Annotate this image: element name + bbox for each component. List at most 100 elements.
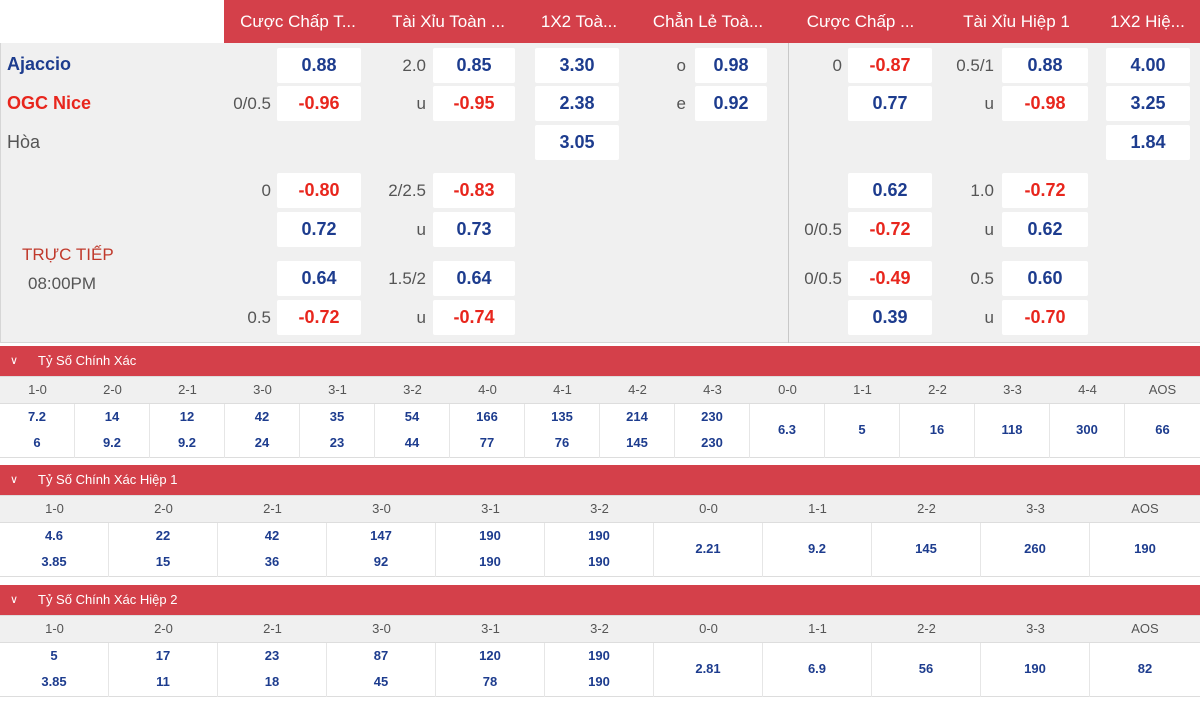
score-odds-away[interactable]: 190 <box>479 554 501 569</box>
score-cell[interactable]: 5 3.85 <box>0 643 109 697</box>
score-odds[interactable]: 145 <box>915 541 937 556</box>
section-header-correct-score[interactable]: ∨ Tỷ Số Chính Xác <box>0 346 1200 376</box>
odds-cell[interactable]: -0.80 <box>277 173 361 208</box>
score-odds[interactable]: 2.21 <box>695 541 721 556</box>
odds-cell[interactable]: -0.87 <box>848 48 932 83</box>
chevron-down-icon[interactable]: ∨ <box>10 594 19 606</box>
score-cell[interactable]: 87 45 <box>327 643 436 697</box>
chevron-down-icon[interactable]: ∨ <box>10 355 19 367</box>
odds-cell[interactable]: 1.84 <box>1106 125 1190 160</box>
score-cell[interactable]: 260 <box>981 523 1090 577</box>
odds-cell[interactable]: -0.74 <box>433 300 515 335</box>
score-cell[interactable]: 17 11 <box>109 643 218 697</box>
odds-cell[interactable]: 0.77 <box>848 86 932 121</box>
score-cell[interactable]: 16 <box>900 404 975 458</box>
score-odds-away[interactable]: 18 <box>264 674 280 689</box>
odds-cell[interactable]: 0.92 <box>695 86 767 121</box>
score-odds-home[interactable]: 54 <box>404 409 420 424</box>
score-odds[interactable]: 66 <box>1155 422 1170 437</box>
odds-cell[interactable]: 0.98 <box>695 48 767 83</box>
score-odds-away[interactable]: 11 <box>156 674 170 689</box>
score-cell[interactable]: 56 <box>872 643 981 697</box>
score-cell[interactable]: 42 36 <box>218 523 327 577</box>
score-odds-home[interactable]: 14 <box>104 409 120 424</box>
home-team-name[interactable]: Ajaccio <box>7 54 72 74</box>
score-odds[interactable]: 6.3 <box>777 422 797 437</box>
score-cell[interactable]: 300 <box>1050 404 1125 458</box>
chevron-down-icon[interactable]: ∨ <box>10 474 19 486</box>
score-cell[interactable]: 2.81 <box>654 643 763 697</box>
odds-cell[interactable]: -0.72 <box>848 212 932 247</box>
score-cell[interactable]: 190 190 <box>436 523 545 577</box>
score-odds[interactable]: 190 <box>1134 541 1156 556</box>
col-header-overunder-full[interactable]: Tài Xỉu Toàn ... <box>391 12 506 31</box>
score-cell[interactable]: 54 44 <box>375 404 450 458</box>
score-odds-home[interactable]: 4.6 <box>44 528 64 543</box>
score-odds-home[interactable]: 7.2 <box>27 409 47 424</box>
odds-cell[interactable]: 3.05 <box>535 125 619 160</box>
score-cell[interactable]: 135 76 <box>525 404 600 458</box>
odds-cell[interactable]: 0.72 <box>277 212 361 247</box>
odds-cell[interactable]: -0.72 <box>1002 173 1088 208</box>
odds-cell[interactable]: -0.72 <box>277 300 361 335</box>
odds-cell[interactable]: 0.64 <box>277 261 361 296</box>
score-cell[interactable]: 190 <box>981 643 1090 697</box>
score-odds-away[interactable]: 78 <box>482 674 498 689</box>
score-odds-home[interactable]: 35 <box>329 409 345 424</box>
score-odds-away[interactable]: 3.85 <box>41 554 67 569</box>
odds-cell[interactable]: -0.83 <box>433 173 515 208</box>
score-odds-home[interactable]: 190 <box>479 528 501 543</box>
score-odds-home[interactable]: 12 <box>179 409 195 424</box>
score-cell[interactable]: 230 230 <box>675 404 750 458</box>
score-odds[interactable]: 82 <box>1137 661 1153 676</box>
score-odds-home[interactable]: 17 <box>155 648 171 663</box>
score-odds[interactable]: 190 <box>1024 661 1046 676</box>
col-header-handicap-h1[interactable]: Cược Chấp ... <box>806 12 915 31</box>
col-header-oddeven-full[interactable]: Chẳn Lẻ Toà... <box>652 12 764 31</box>
score-cell[interactable]: 14 9.2 <box>75 404 150 458</box>
score-odds-home[interactable]: 5 <box>50 648 58 663</box>
score-cell[interactable]: 23 18 <box>218 643 327 697</box>
score-odds-away[interactable]: 9.2 <box>177 435 197 450</box>
score-odds-home[interactable]: 166 <box>476 409 498 424</box>
section-header-correct-score-h2[interactable]: ∨ Tỷ Số Chính Xác Hiệp 2 <box>0 585 1200 615</box>
score-odds-away[interactable]: 45 <box>373 674 389 689</box>
score-cell[interactable]: 5 <box>825 404 900 458</box>
odds-cell[interactable]: 0.88 <box>1002 48 1088 83</box>
odds-cell[interactable]: 0.39 <box>848 300 932 335</box>
score-cell[interactable]: 2.21 <box>654 523 763 577</box>
score-odds-away[interactable]: 145 <box>626 435 648 450</box>
odds-cell[interactable]: 0.62 <box>1002 212 1088 247</box>
score-cell[interactable]: 42 24 <box>225 404 300 458</box>
odds-cell[interactable]: 0.62 <box>848 173 932 208</box>
score-cell[interactable]: 214 145 <box>600 404 675 458</box>
score-cell[interactable]: 66 <box>1125 404 1200 458</box>
odds-cell[interactable]: 0.88 <box>277 48 361 83</box>
score-cell[interactable]: 9.2 <box>763 523 872 577</box>
score-odds-home[interactable]: 42 <box>264 528 280 543</box>
away-team-name[interactable]: OGC Nice <box>7 93 92 113</box>
score-odds-away[interactable]: 92 <box>373 554 389 569</box>
odds-cell[interactable]: 3.30 <box>535 48 619 83</box>
score-odds-away[interactable]: 190 <box>588 554 610 569</box>
score-cell[interactable]: 82 <box>1090 643 1200 697</box>
score-odds-home[interactable]: 190 <box>588 528 610 543</box>
score-odds-away[interactable]: 44 <box>404 435 420 450</box>
score-odds[interactable]: 9.2 <box>807 541 827 556</box>
score-odds-away[interactable]: 190 <box>588 674 610 689</box>
score-cell[interactable]: 147 92 <box>327 523 436 577</box>
score-odds-away[interactable]: 23 <box>329 435 345 450</box>
score-odds[interactable]: 300 <box>1076 422 1098 437</box>
score-cell[interactable]: 120 78 <box>436 643 545 697</box>
col-header-overunder-h1[interactable]: Tài Xỉu Hiệp 1 <box>963 12 1070 31</box>
odds-cell[interactable]: -0.96 <box>277 86 361 121</box>
score-cell[interactable]: 6.3 <box>750 404 825 458</box>
score-cell[interactable]: 35 23 <box>300 404 375 458</box>
score-odds-home[interactable]: 230 <box>701 409 723 424</box>
col-header-1x2-h1[interactable]: 1X2 Hiệ... <box>1110 12 1185 31</box>
score-odds-away[interactable]: 6 <box>33 435 41 450</box>
score-odds-away[interactable]: 76 <box>554 435 570 450</box>
score-odds[interactable]: 5 <box>858 422 866 437</box>
score-odds-home[interactable]: 147 <box>370 528 392 543</box>
score-cell[interactable]: 4.6 3.85 <box>0 523 109 577</box>
